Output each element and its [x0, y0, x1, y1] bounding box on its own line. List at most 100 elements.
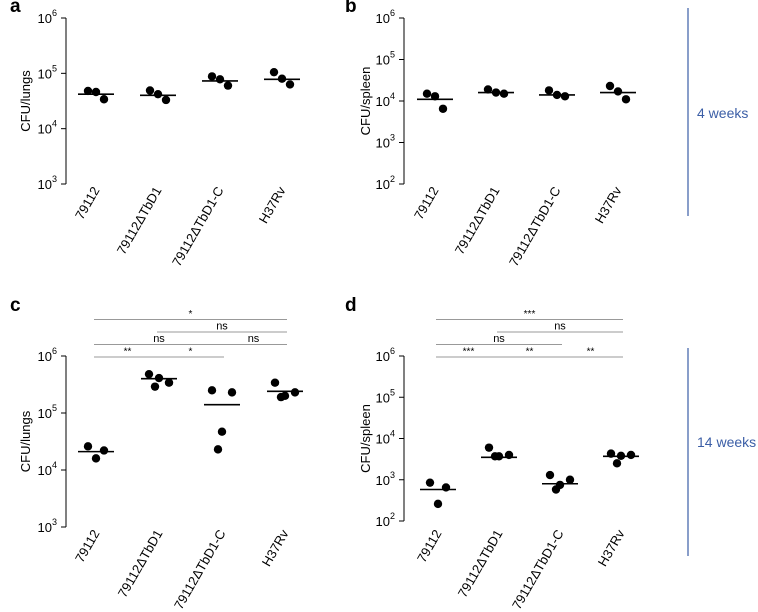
data-point [560, 92, 570, 101]
significance-label: * [189, 309, 193, 320]
x-category-label: 79112ΔTbD1-C [509, 527, 567, 612]
data-point [207, 72, 217, 81]
data-point [612, 459, 622, 468]
data-point [621, 95, 631, 104]
y-tick-label: 104 [376, 91, 395, 109]
x-category-label: 79112ΔTbD1-C [171, 527, 229, 612]
data-point [164, 378, 174, 387]
panel-b-chart: b 102 103 104 105 106 CFU/spleen 79112 79112ΔTbD… [345, 0, 636, 269]
data-point [83, 86, 93, 96]
x-category-label: 79112ΔTbD1 [115, 527, 166, 600]
data-point [215, 75, 225, 84]
y-tick-label: 103 [38, 517, 57, 535]
data-point [422, 89, 432, 98]
panel-d-chart: d 102 103 104 105 106 CFU/spleen 79112 79112ΔTbD… [345, 295, 639, 612]
y-tick-label: 104 [38, 119, 57, 137]
y-tick-label: 105 [376, 50, 395, 68]
panel-a-chart: a 103 104 105 106 CFU/lungs 79112 79112ΔTbD1 791… [10, 0, 300, 269]
significance-label: ns [153, 333, 165, 345]
significance-label: *** [463, 347, 475, 358]
x-category-label: 79112 [411, 184, 442, 222]
data-point [144, 369, 154, 379]
x-category-label: 79112ΔTbD1-C [169, 184, 227, 269]
data-point [484, 443, 494, 452]
data-point [161, 95, 171, 105]
data-point [270, 378, 280, 387]
significance-label: ns [248, 333, 260, 345]
data-point [565, 475, 575, 484]
data-point [217, 427, 227, 436]
data-point [145, 86, 155, 95]
data-point [227, 388, 237, 397]
y-tick-label: 105 [38, 63, 57, 81]
x-category-label: 79112 [414, 527, 445, 565]
y-tick-label: 105 [376, 387, 395, 405]
y-axis-label: CFU/spleen [358, 67, 373, 136]
group-label: 14 weeks [697, 434, 756, 450]
panel-letter: b [345, 0, 357, 17]
significance-label: * [189, 347, 193, 358]
y-tick-label: 103 [38, 174, 57, 192]
y-tick-label: 104 [38, 460, 57, 478]
y-tick-label: 102 [376, 511, 395, 529]
x-category-label: 79112ΔTbD1 [455, 527, 506, 600]
data-point [207, 386, 217, 395]
significance-label: ** [124, 347, 132, 358]
y-tick-label: 106 [38, 8, 57, 26]
data-point [544, 86, 554, 95]
x-category-label: H37Rv [256, 184, 289, 226]
x-category-label: 79112ΔTbD1 [114, 184, 165, 257]
data-point [99, 446, 109, 455]
data-point [285, 80, 295, 89]
panel-letter: c [10, 295, 21, 316]
data-point [483, 85, 493, 94]
panel-c-chart: c 103 104 105 106 CFU/lungs 79112 79112ΔTbD1 791… [10, 295, 303, 612]
data-point [545, 470, 555, 480]
data-point [99, 95, 109, 104]
y-tick-label: 106 [376, 8, 395, 26]
significance-label: *** [524, 309, 536, 320]
y-tick-label: 105 [38, 403, 57, 421]
y-tick-label: 104 [376, 429, 395, 447]
data-point [83, 442, 93, 451]
x-category-label: 79112 [72, 184, 103, 222]
data-point [150, 382, 160, 391]
data-point [626, 450, 636, 460]
data-point [290, 388, 300, 397]
data-point [430, 92, 440, 101]
significance-label: ** [587, 347, 595, 358]
significance-label: ns [493, 333, 505, 345]
data-point [276, 392, 286, 402]
y-tick-label: 102 [376, 174, 395, 192]
data-point [499, 89, 509, 98]
panel-letter: a [10, 0, 21, 17]
data-point [425, 478, 435, 487]
data-point [269, 67, 279, 77]
y-tick-label: 103 [376, 470, 395, 488]
x-category-label: 79112 [72, 527, 103, 565]
data-point [490, 452, 500, 461]
y-axis-label: CFU/lungs [18, 70, 33, 132]
data-point [223, 81, 233, 90]
y-tick-label: 106 [376, 346, 395, 364]
significance-label: ns [554, 321, 566, 333]
x-category-label: 79112ΔTbD1-C [506, 184, 564, 269]
y-tick-label: 106 [38, 346, 57, 364]
data-point [433, 499, 443, 509]
x-category-label: H37Rv [595, 527, 628, 569]
data-point [153, 89, 163, 99]
panel-letter: d [345, 295, 357, 316]
data-point [438, 104, 448, 113]
data-point [613, 87, 623, 96]
significance-label: ** [526, 347, 534, 358]
data-point [605, 81, 615, 91]
data-point [551, 485, 561, 494]
y-tick-label: 103 [376, 133, 395, 151]
data-point [213, 445, 223, 454]
x-category-label: H37Rv [259, 527, 292, 569]
x-category-label: H37Rv [592, 184, 625, 226]
y-axis-label: CFU/lungs [18, 410, 33, 472]
data-point [441, 483, 451, 492]
significance-label: ns [216, 321, 228, 333]
